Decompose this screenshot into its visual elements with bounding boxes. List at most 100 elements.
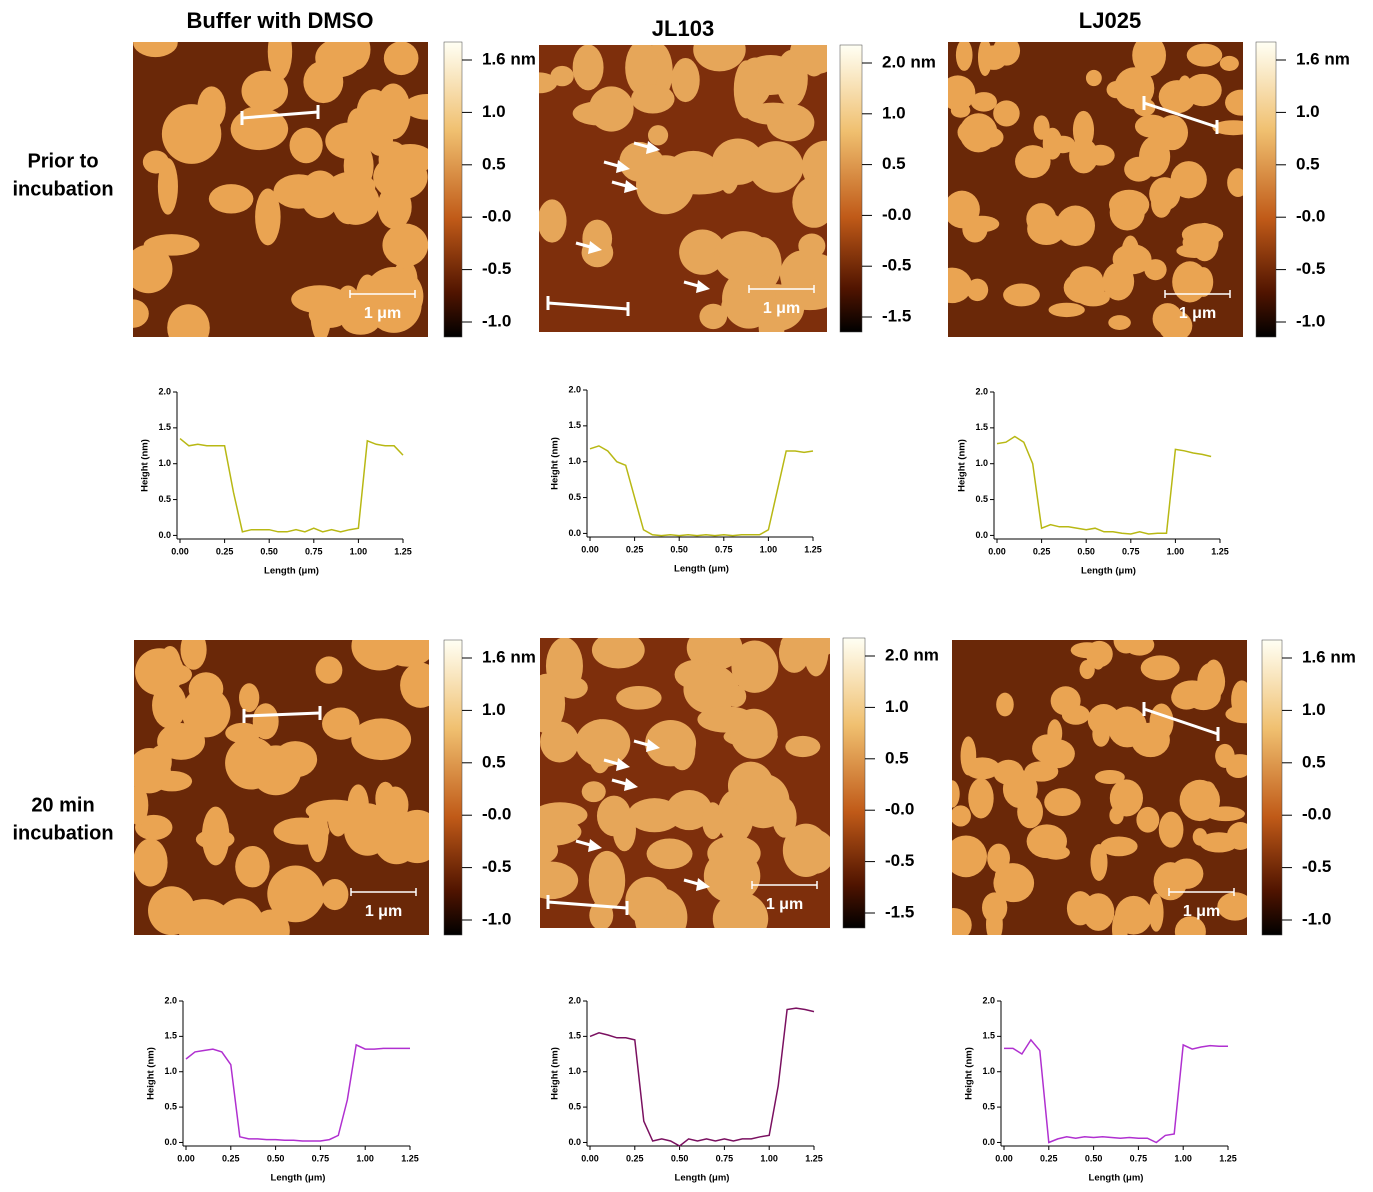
domain bbox=[1225, 89, 1243, 116]
y-tick-label: 1.0 bbox=[568, 1066, 581, 1076]
domain bbox=[375, 83, 411, 140]
domain bbox=[1140, 655, 1180, 681]
domain bbox=[267, 865, 324, 923]
domain bbox=[539, 199, 567, 243]
domain bbox=[161, 104, 222, 164]
domain bbox=[400, 662, 429, 708]
x-tick-label: 0.75 bbox=[305, 546, 323, 556]
domain bbox=[1206, 806, 1245, 822]
domain bbox=[1199, 832, 1239, 853]
afm-image bbox=[948, 42, 1243, 337]
domain bbox=[1015, 145, 1051, 179]
domain bbox=[591, 638, 645, 669]
domain bbox=[596, 795, 631, 837]
domain bbox=[1197, 662, 1226, 701]
y-tick-label: 0.0 bbox=[164, 1137, 177, 1147]
domain bbox=[1152, 303, 1183, 335]
domain bbox=[1086, 144, 1115, 166]
domain bbox=[1174, 916, 1206, 935]
y-axis-title: Height (nm) bbox=[550, 1047, 561, 1100]
x-tick-label: 1.00 bbox=[760, 544, 778, 554]
domain bbox=[540, 836, 559, 865]
y-tick-label: 0.5 bbox=[568, 492, 581, 502]
colorbar-label: -0.5 bbox=[482, 857, 511, 876]
x-tick-label: 0.50 bbox=[1085, 1153, 1103, 1163]
colorbar-label: -0.0 bbox=[482, 805, 511, 824]
x-tick-label: 0.50 bbox=[1077, 546, 1095, 556]
domain bbox=[167, 304, 210, 337]
colorbar-label: -0.5 bbox=[885, 851, 914, 870]
domain bbox=[733, 60, 759, 119]
domain bbox=[133, 299, 149, 328]
domain bbox=[383, 42, 419, 76]
y-tick-label: 0.5 bbox=[982, 1101, 995, 1111]
domain bbox=[1132, 42, 1166, 77]
profile-line bbox=[185, 1043, 410, 1142]
colorbar-label: -0.5 bbox=[1296, 259, 1325, 278]
x-tick-label: 1.25 bbox=[394, 546, 412, 556]
scale-label: 1 μm bbox=[1183, 903, 1220, 920]
scale-label: 1 μm bbox=[365, 903, 402, 920]
domain bbox=[778, 638, 810, 673]
x-tick-label: 0.00 bbox=[988, 546, 1006, 556]
colorbar-label: 2.0 nm bbox=[882, 52, 936, 71]
y-axis-title: Height (nm) bbox=[957, 439, 968, 492]
arrow-head bbox=[646, 739, 660, 752]
colorbar bbox=[1255, 41, 1277, 338]
domain bbox=[1090, 643, 1106, 670]
domain bbox=[338, 42, 371, 71]
domain bbox=[1082, 893, 1115, 931]
colorbar-label: -0.5 bbox=[1302, 857, 1331, 876]
x-tick-label: 0.50 bbox=[670, 544, 688, 554]
domain bbox=[378, 141, 408, 178]
domain bbox=[665, 150, 721, 194]
domain bbox=[1217, 892, 1247, 921]
domain bbox=[955, 42, 973, 71]
domain bbox=[1149, 177, 1181, 211]
profile-line bbox=[996, 435, 1212, 535]
domain bbox=[540, 673, 566, 734]
profile-line bbox=[589, 1007, 815, 1147]
scale-label: 1 μm bbox=[763, 300, 800, 317]
y-tick-label: 2.0 bbox=[158, 386, 171, 396]
domain bbox=[1121, 235, 1140, 275]
y-tick-label: 1.5 bbox=[975, 422, 988, 432]
domain bbox=[699, 303, 728, 330]
domain bbox=[721, 291, 776, 320]
profile-line bbox=[1143, 707, 1219, 736]
domain bbox=[646, 838, 693, 870]
domain bbox=[134, 838, 168, 887]
domain bbox=[1033, 115, 1050, 140]
domain bbox=[1186, 43, 1223, 67]
domain bbox=[1059, 216, 1076, 239]
domain bbox=[1048, 302, 1085, 318]
domain bbox=[1032, 734, 1063, 763]
arrow-head bbox=[696, 280, 710, 293]
colorbar-label: -0.0 bbox=[1302, 805, 1331, 824]
domain bbox=[803, 638, 829, 677]
domain bbox=[1026, 824, 1068, 859]
profile-line bbox=[589, 445, 814, 537]
x-tick-label: 0.25 bbox=[626, 1153, 644, 1163]
colorbar-label: -1.0 bbox=[1296, 311, 1325, 330]
domain bbox=[1193, 267, 1214, 297]
domain bbox=[1079, 659, 1095, 680]
x-tick-label: 0.25 bbox=[626, 544, 644, 554]
x-tick-label: 0.50 bbox=[260, 546, 278, 556]
domain bbox=[693, 45, 746, 72]
x-tick-label: 0.00 bbox=[995, 1153, 1013, 1163]
domain bbox=[321, 878, 349, 911]
afm-image bbox=[539, 45, 827, 332]
domain bbox=[727, 761, 774, 810]
colorbar bbox=[842, 637, 866, 929]
x-tick-label: 0.25 bbox=[1040, 1153, 1058, 1163]
y-tick-label: 0.5 bbox=[158, 494, 171, 504]
domain bbox=[1085, 69, 1102, 87]
domain bbox=[588, 86, 634, 132]
y-tick-label: 1.5 bbox=[982, 1031, 995, 1041]
domain bbox=[1215, 743, 1235, 768]
domain bbox=[188, 672, 224, 706]
y-tick-label: 0.0 bbox=[568, 1137, 581, 1147]
colorbar-label: 1.0 bbox=[482, 102, 506, 121]
domain bbox=[1231, 680, 1247, 719]
